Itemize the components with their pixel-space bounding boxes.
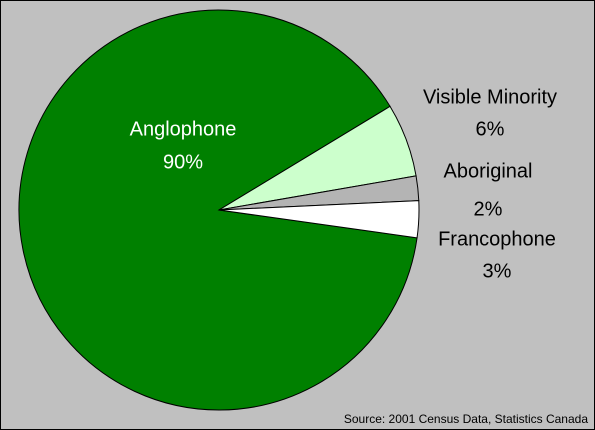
source-note: Source: 2001 Census Data, Statistics Can… — [344, 412, 588, 426]
pie-slice — [18, 9, 418, 411]
pie — [18, 9, 420, 411]
slice-label: Aboriginal — [444, 160, 533, 182]
slice-value-label: 3% — [483, 260, 512, 282]
pie-slice — [218, 200, 420, 239]
slice-label: Visible Minority — [423, 86, 557, 108]
slice-label: Anglophone — [130, 118, 237, 140]
slice-value-label: 90% — [163, 151, 203, 173]
slice-value-label: 2% — [474, 198, 503, 220]
slice-value-label: 6% — [476, 118, 505, 140]
slice-label: Francophone — [438, 228, 556, 250]
